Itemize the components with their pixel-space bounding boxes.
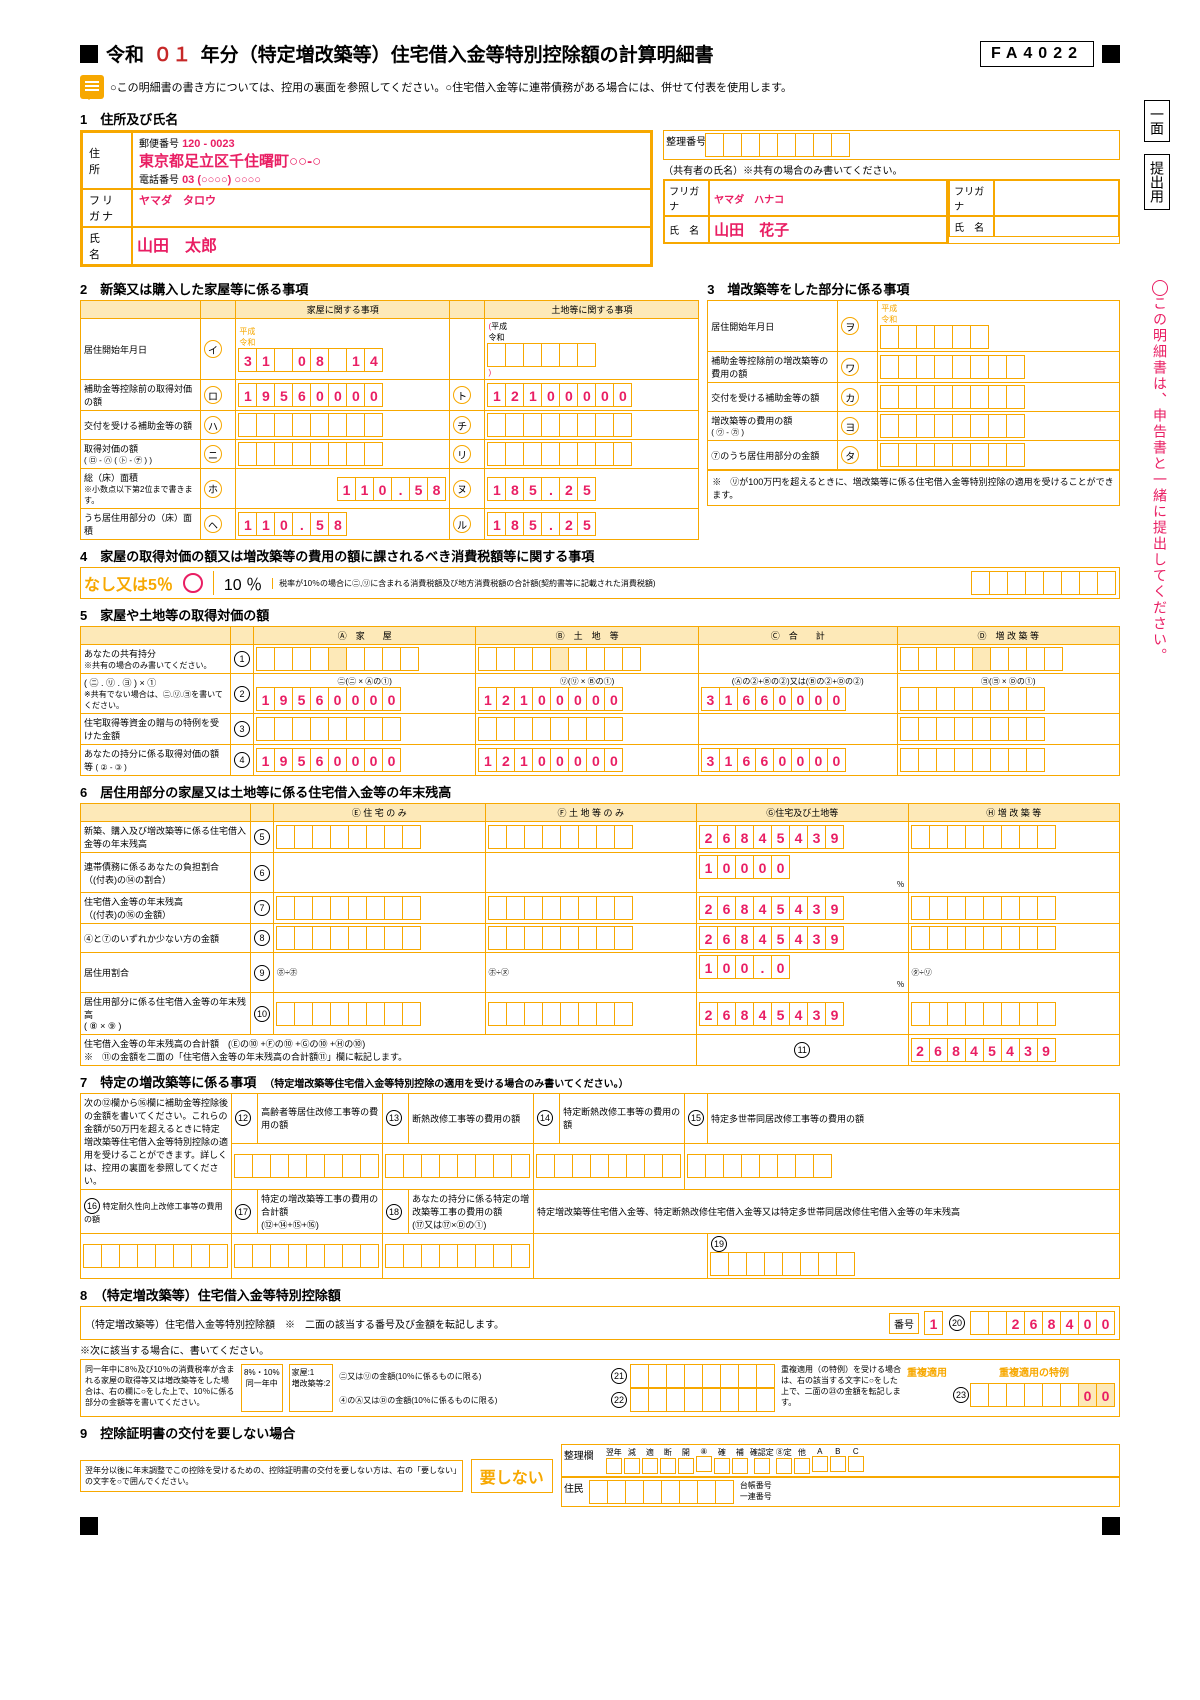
corner-mark-tl — [80, 45, 98, 63]
note-icon — [80, 75, 104, 99]
seiri-checks: 整理欄 翌年減適断開⑧確補確認定⑧定他ABC — [561, 1444, 1120, 1477]
sec4-small: 税率が10％の場合に㋥,㋷に含まれる消費税額及び地方消費税額の合計額(契約書等に… — [272, 578, 962, 589]
check-確認定[interactable]: 確認定 — [750, 1447, 774, 1474]
sec9-label: 9 控除証明書の交付を要しない場合 — [80, 1423, 1120, 1442]
dup-option-1[interactable]: 重複適用 — [907, 1364, 947, 1379]
sec8-row1: （特定増改築等）住宅借入金等特別控除額 ※ 二面の該当する番号及び金額を転記しま… — [80, 1306, 1120, 1340]
sec7-label: 7 特定の増改築等に係る事項 （特定増改築等住宅借入金等特別控除の適用を受ける場… — [80, 1072, 1120, 1091]
check-⑧定[interactable]: ⑧定 — [776, 1447, 792, 1474]
check-B[interactable]: B — [830, 1447, 846, 1474]
side-purpose: 提出用 — [1144, 154, 1170, 210]
sec9-button[interactable]: 要しない — [471, 1459, 553, 1493]
sec9-text: 翌年分以後に年末調整でこの控除を受けるための、控除証明書の交付を要しない方は、右… — [80, 1460, 463, 1492]
side-labels: 一面 提出用 — [1144, 100, 1170, 218]
c23-cells: 00 — [971, 1383, 1115, 1407]
check-確[interactable]: 確 — [714, 1447, 730, 1474]
side-page: 一面 — [1144, 100, 1170, 142]
sec5-label: 5 家屋や土地等の取得対価の額 — [80, 605, 1120, 624]
dup-option-2[interactable]: 重複適用の特例 — [953, 1364, 1115, 1379]
sec1-right: 整理番号 （共有者の氏名）※共有の場合のみ書いてください。 フリガナヤマダ ハナ… — [663, 130, 1120, 267]
sec3: 3 増改築等をした部分に係る事項 居住開始年月日ヲ平成 令和 補助金等控除前の増… — [707, 273, 1120, 540]
co2-furigana[interactable] — [994, 180, 1119, 216]
sec8-row2: 同一年中に8％及び10％の消費税率が含まれる家屋の取得等又は増改築等をした場合は… — [80, 1359, 1120, 1417]
name-value: 山田 太郎 — [132, 227, 651, 265]
side-note: この明細書は、申告書と一緒に提出してください。 — [1150, 280, 1170, 664]
sec2: 2 新築又は購入した家屋等に係る事項 家屋に関する事項土地等に関する事項 居住開… — [80, 273, 699, 540]
foot-label-2: 台帳番号 一連番号 — [740, 1480, 772, 1504]
sec1-label: 1 住所及び氏名 — [80, 109, 1120, 128]
sec2-label: 2 新築又は購入した家屋等に係る事項 — [80, 279, 699, 298]
sec4-amount[interactable] — [972, 571, 1116, 595]
check-A[interactable]: A — [812, 1447, 828, 1474]
sec3-note: ※ ㋷が100万円を超えるときに、増改築等に係る住宅借入金等特別控除の適用を受け… — [707, 470, 1120, 506]
form-code: FA4022 — [980, 41, 1094, 67]
note-line: ○この明細書の書き方については、控用の裏面を参照してください。○住宅借入金等に連… — [110, 79, 792, 95]
form-page: 一面 提出用 この明細書は、申告書と一緒に提出してください。 令和 ０１ 年分（… — [60, 20, 1140, 1555]
co2-name[interactable] — [994, 216, 1119, 237]
sec5-table: Ⓐ 家 屋Ⓑ 土 地 等Ⓒ 合 計Ⓓ 増 改 築 等 あなたの共有持分※共有の場… — [80, 626, 1120, 776]
bangou-value: 1 — [925, 1311, 943, 1335]
foot-cells[interactable] — [590, 1480, 734, 1504]
sec7-table: 次の⑫欄から⑯欄に補助金等控除後の金額を書いてください。これらの金額が50万円を… — [80, 1093, 1120, 1279]
check-適[interactable]: 適 — [642, 1447, 658, 1474]
check-減[interactable]: 減 — [624, 1447, 640, 1474]
co-furigana: ヤマダ ハナコ — [709, 180, 947, 216]
sec4-opt1: なし又は5％ — [84, 571, 173, 595]
bangou-label: 番号 — [889, 1313, 919, 1334]
sec8-label: 8 （特定増改築等）住宅借入金等特別控除額 — [80, 1285, 1120, 1304]
sec8-note: ※次に該当する場合に、書いてください。 — [80, 1342, 1120, 1357]
sec6-table: Ⓔ 住 宅 の みⒻ 土 地 等 の みⒼ住宅及び土地等Ⓗ 増 改 築 等 新築… — [80, 803, 1120, 1066]
sec6-label: 6 居住用部分の家屋又は土地等に係る住宅借入金等の年末残高 — [80, 782, 1120, 801]
check-断[interactable]: 断 — [660, 1447, 676, 1474]
coowner-note: （共有者の氏名）※共有の場合のみ書いてください。 — [663, 162, 1120, 177]
check-C[interactable]: C — [848, 1447, 864, 1474]
furigana-label: フリガナ — [82, 189, 132, 227]
sec4-label: 4 家屋の取得対価の額又は増改築等の費用の額に課されるべき消費税額等に関する事項 — [80, 546, 1120, 565]
sec4-opt2: 10 ％ — [213, 571, 262, 595]
address-block: 郵便番号 120 - 0023 東京都足立区千住曙町○○-○ 電話番号 03 (… — [132, 132, 651, 189]
seiri-cells[interactable] — [706, 133, 850, 157]
check-翌年[interactable]: 翌年 — [606, 1447, 622, 1474]
check-補[interactable]: 補 — [732, 1447, 748, 1474]
sec3-table: 居住開始年月日ヲ平成 令和 補助金等控除前の増改築等の費用の額ワ 交付を受ける補… — [707, 300, 1120, 470]
corner-mark-br — [1102, 1517, 1120, 1535]
corner-mark-tr — [1102, 45, 1120, 63]
sec1-left: 住 所 郵便番号 120 - 0023 東京都足立区千住曙町○○-○ 電話番号 … — [80, 130, 653, 267]
name-label: 氏 名 — [82, 227, 132, 265]
check-他[interactable]: 他 — [794, 1447, 810, 1474]
form-title: 令和 ０１ 年分（特定増改築等）住宅借入金等特別控除額の計算明細書 — [106, 40, 972, 67]
corner-mark-bl — [80, 1517, 98, 1535]
check-開[interactable]: 開 — [678, 1447, 694, 1474]
seiri-label: 整理番号 — [666, 133, 706, 157]
sec4-selected-circle[interactable] — [183, 573, 203, 593]
check-⑧[interactable]: ⑧ — [696, 1447, 712, 1474]
foot-label-1: 住民 — [564, 1480, 584, 1504]
address-label: 住 所 — [82, 132, 132, 189]
sec8-amount: 268400 — [971, 1311, 1115, 1335]
title-row: 令和 ０１ 年分（特定増改築等）住宅借入金等特別控除額の計算明細書 FA4022 — [80, 40, 1120, 67]
sec3-label: 3 増改築等をした部分に係る事項 — [707, 279, 1120, 298]
sec4-row: なし又は5％ 10 ％ 税率が10％の場合に㋥,㋷に含まれる消費税額及び地方消費… — [80, 567, 1120, 599]
furigana-value: ヤマダ タロウ — [132, 189, 651, 227]
co-name: 山田 花子 — [709, 216, 947, 243]
sec2-table: 家屋に関する事項土地等に関する事項 居住開始年月日イ 平成 令和 310814 … — [80, 300, 699, 540]
